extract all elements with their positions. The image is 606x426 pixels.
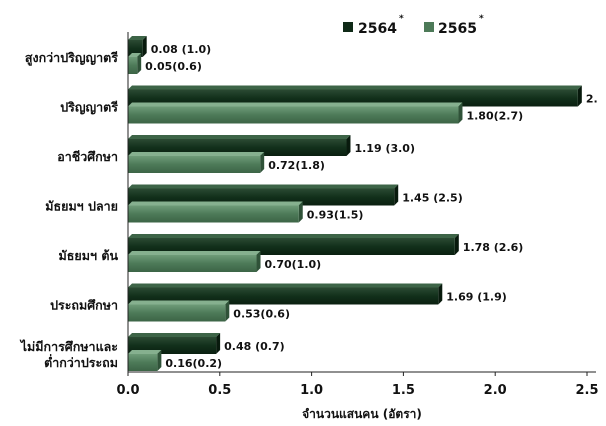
x-tick-label: 2.0 <box>484 383 507 398</box>
bar-2565-1 <box>128 106 459 124</box>
legend-swatch-2565 <box>424 22 434 32</box>
bar-2564-4 <box>128 238 455 255</box>
bar-top-face <box>128 201 303 206</box>
x-tick-label: 0.5 <box>208 383 231 398</box>
bars-layer: 0.08 (1.0) 0.05(0.6) 2. 1.80(2.7) 1.19 (3.0)… <box>128 36 598 371</box>
bar-2564-0 <box>128 40 143 57</box>
bar-side-face <box>137 53 142 74</box>
category-label: สูงกว่าปริญญาตรี <box>25 50 118 66</box>
legend-label-2565: 2565 <box>438 21 477 37</box>
category-label: มัธยมฯ ปลาย <box>45 199 118 214</box>
bar-top-face <box>128 184 399 189</box>
bar-side-face <box>454 234 459 255</box>
category-label: มัธยมฯ ต้น <box>59 248 119 263</box>
bar-top-face <box>128 350 162 354</box>
legend: 2564 * 2565 * <box>343 14 484 37</box>
data-label: 1.69 (1.9) <box>446 291 507 304</box>
data-label: 0.70(1.0) <box>265 258 322 271</box>
bar-top-face <box>128 36 147 40</box>
legend-swatch-2564 <box>343 22 353 32</box>
bar-2564-1 <box>128 89 578 107</box>
category-label: ไม่มีการศึกษาและ <box>19 339 118 354</box>
bar-side-face <box>157 350 162 371</box>
bar-side-face <box>458 102 463 124</box>
bar-top-face <box>128 102 463 107</box>
category-label: ต่ำกว่าประถม <box>44 354 118 370</box>
data-label: 0.48 (0.7) <box>224 340 285 353</box>
bar-side-face <box>225 300 230 322</box>
legend-label-2564: 2564 <box>358 21 397 37</box>
bar-side-face <box>260 152 265 173</box>
x-tick-label: 0.0 <box>116 383 139 398</box>
data-label: 0.08 (1.0) <box>151 43 212 56</box>
bar-side-face <box>577 85 582 107</box>
bar-side-face <box>256 251 261 272</box>
bar-2565-6 <box>128 354 158 371</box>
bar-top-face <box>128 251 261 255</box>
bar-2564-2 <box>128 139 347 156</box>
x-tick-label: 1.5 <box>392 383 415 398</box>
data-label: 0.05(0.6) <box>145 60 202 73</box>
category-labels: สูงกว่าปริญญาตรีปริญญาตรีอาชีวศึกษามัธยม… <box>19 50 119 370</box>
bar-side-face <box>298 201 303 223</box>
bar-side-face <box>346 135 351 156</box>
bar-2565-0 <box>128 57 138 74</box>
bar-top-face <box>128 300 230 305</box>
category-label: อาชีวศึกษา <box>57 149 118 164</box>
bar-side-face <box>438 283 443 305</box>
bar-top-face <box>128 85 582 90</box>
data-label: 0.53(0.6) <box>233 308 290 321</box>
bar-top-face <box>128 234 459 238</box>
bar-2565-3 <box>128 205 299 223</box>
bar-2564-3 <box>128 188 395 206</box>
data-label: 1.19 (3.0) <box>354 142 415 155</box>
bar-side-face <box>394 184 399 206</box>
bar-top-face <box>128 53 142 57</box>
x-tick-label: 1.0 <box>300 383 323 398</box>
data-label: 0.16(0.2) <box>165 357 222 370</box>
bar-top-face <box>128 135 351 139</box>
bar-2565-5 <box>128 304 226 322</box>
data-label: 0.93(1.5) <box>307 209 364 222</box>
bar-2564-5 <box>128 287 439 305</box>
bar-top-face <box>128 283 443 288</box>
bar-2565-2 <box>128 156 261 173</box>
bar-2564-6 <box>128 337 217 354</box>
bar-side-face <box>142 36 147 57</box>
x-tick-label: 2.5 <box>575 383 598 398</box>
bar-side-face <box>216 333 221 354</box>
data-label: 2. <box>586 93 598 106</box>
data-label: 1.80(2.7) <box>466 110 523 123</box>
data-label: 0.72(1.8) <box>268 159 325 172</box>
category-label: ปริญญาตรี <box>60 100 118 115</box>
x-axis-ticks: 0.0 0.5 1.0 1.5 2.0 2.5 <box>116 372 599 398</box>
category-label: ประถมศึกษา <box>50 298 118 313</box>
legend-mark-2564: * <box>399 14 404 24</box>
bar-top-face <box>128 333 221 337</box>
bar-2565-4 <box>128 255 257 272</box>
bar-top-face <box>128 152 265 156</box>
x-axis-title: จำนวนแสนคน (อัตรา) <box>302 407 422 421</box>
legend-mark-2565: * <box>479 14 484 24</box>
data-label: 1.45 (2.5) <box>402 192 463 205</box>
data-label: 1.78 (2.6) <box>463 241 524 254</box>
